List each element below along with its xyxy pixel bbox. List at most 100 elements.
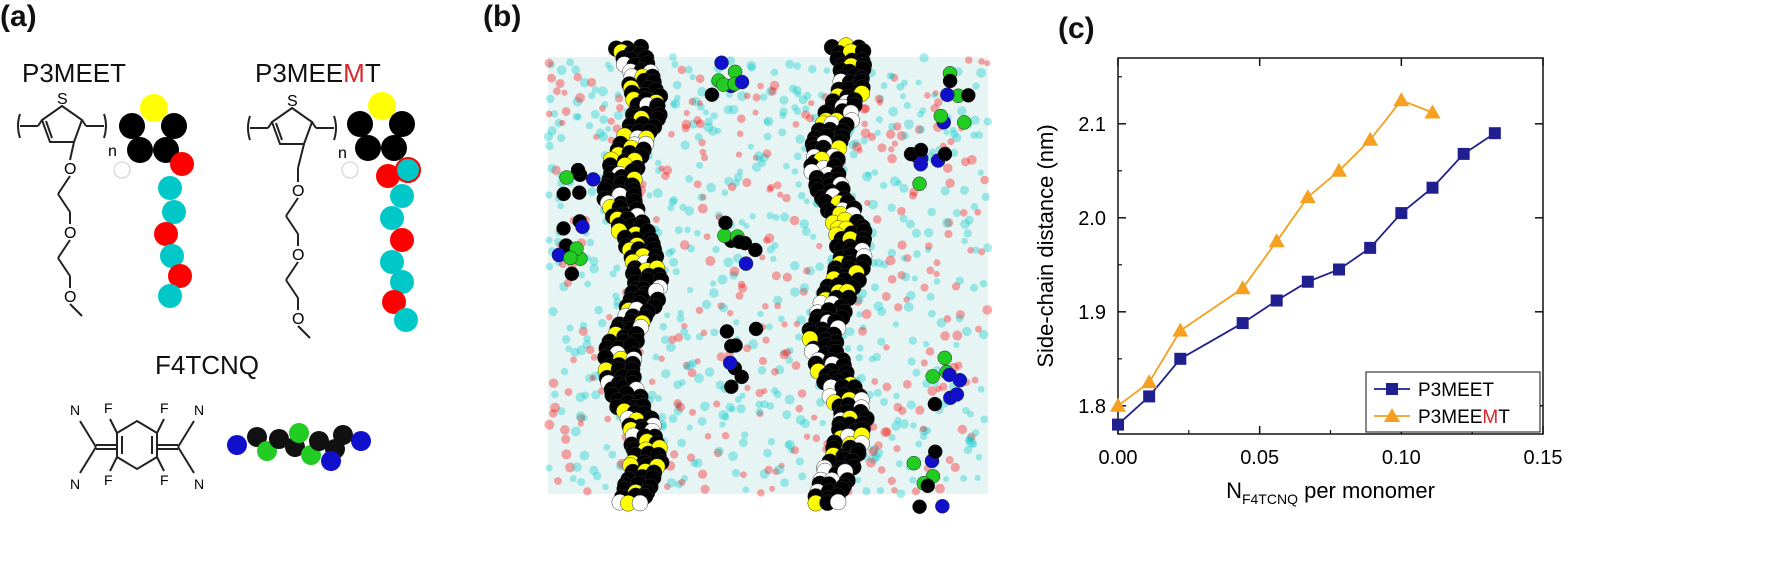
solvent-bead — [695, 306, 704, 315]
solvent-bead — [652, 216, 660, 224]
solvent-bead — [614, 91, 622, 99]
y-tick-label: 2.1 — [1078, 114, 1106, 136]
solvent-bead — [646, 192, 653, 199]
dopant-bead — [722, 355, 738, 371]
data-point — [1333, 263, 1345, 276]
solvent-bead — [766, 402, 775, 410]
solvent-bead — [784, 394, 795, 405]
solvent-bead — [848, 140, 858, 150]
solvent-bead — [766, 245, 775, 254]
dopant-bead — [912, 499, 927, 514]
solvent-bead — [943, 475, 950, 483]
solvent-bead — [795, 415, 806, 425]
solvent-bead — [979, 279, 988, 288]
solvent-bead — [564, 388, 573, 397]
data-point — [1362, 131, 1379, 146]
solvent-bead — [708, 126, 718, 136]
solvent-bead — [970, 283, 979, 292]
solvent-bead — [664, 312, 671, 319]
solvent-bead — [666, 477, 677, 488]
solvent-bead — [888, 106, 898, 117]
solvent-bead — [903, 302, 914, 312]
solvent-bead — [652, 353, 660, 361]
solvent-bead — [779, 349, 789, 360]
solvent-bead — [670, 99, 681, 109]
dopant-molecule — [933, 66, 976, 130]
solvent-bead — [712, 245, 720, 254]
solvent-bead — [899, 93, 906, 100]
dopant-molecule — [903, 142, 953, 192]
dopant-bead — [559, 170, 574, 185]
solvent-bead — [717, 274, 728, 285]
solvent-bead — [612, 292, 620, 301]
solvent-bead — [680, 140, 690, 150]
solvent-bead — [579, 321, 588, 330]
solvent-bead — [699, 148, 707, 156]
solvent-bead — [975, 325, 983, 333]
data-point — [1301, 275, 1314, 288]
solvent-bead — [877, 143, 887, 153]
solvent-bead — [891, 421, 901, 431]
dopant-bead — [563, 250, 578, 266]
solvent-bead — [763, 118, 771, 125]
solvent-bead — [927, 309, 936, 318]
dopant-bead — [935, 498, 950, 514]
solvent-bead — [738, 218, 746, 226]
solvent-bead — [789, 215, 800, 226]
solvent-bead — [613, 302, 621, 310]
dopant-bead — [906, 455, 922, 471]
solvent-bead — [593, 133, 600, 140]
solvent-bead — [868, 446, 878, 457]
dopant-bead — [704, 87, 720, 102]
solvent-bead — [857, 373, 866, 383]
solvent-bead — [579, 450, 590, 461]
solvent-bead — [544, 58, 554, 68]
solvent-bead — [735, 291, 744, 300]
solvent-bead — [871, 169, 879, 176]
solvent-bead — [668, 247, 676, 255]
solvent-bead — [919, 53, 929, 63]
solvent-bead — [957, 106, 967, 116]
dopant-bead — [585, 172, 601, 187]
solvent-bead — [697, 103, 705, 111]
solvent-bead — [589, 374, 597, 382]
solvent-bead — [606, 314, 613, 321]
solvent-bead — [668, 197, 677, 207]
solvent-bead — [960, 474, 968, 482]
solvent-bead — [545, 262, 554, 271]
solvent-bead — [889, 176, 900, 187]
solvent-bead — [788, 447, 795, 454]
solvent-bead — [967, 410, 974, 418]
solvent-bead — [683, 364, 691, 371]
solvent-bead — [754, 151, 764, 161]
polymer-chain — [596, 38, 670, 512]
solvent-bead — [741, 431, 749, 439]
solvent-bead — [752, 109, 759, 116]
solvent-bead — [915, 79, 922, 86]
solvent-bead — [686, 244, 695, 253]
solvent-bead — [755, 389, 764, 398]
solvent-bead — [737, 168, 744, 175]
solvent-bead — [786, 347, 794, 355]
solvent-bead — [545, 110, 553, 118]
solvent-bead — [668, 53, 677, 61]
solvent-bead — [780, 212, 790, 222]
solvent-bead — [856, 344, 864, 352]
solvent-bead — [892, 321, 900, 328]
solvent-bead — [688, 119, 698, 129]
solvent-bead — [583, 487, 592, 496]
solvent-bead — [733, 319, 740, 326]
solvent-bead — [742, 486, 750, 493]
solvent-bead — [802, 105, 810, 113]
solvent-bead — [885, 129, 896, 139]
solvent-bead — [671, 60, 679, 69]
solvent-bead — [784, 441, 792, 449]
solvent-bead — [819, 419, 826, 427]
solvent-bead — [916, 111, 924, 118]
solvent-bead — [668, 335, 677, 344]
series-p3meet — [1112, 127, 1501, 431]
solvent-bead — [970, 131, 978, 139]
solvent-bead — [762, 149, 772, 158]
solvent-bead — [925, 347, 935, 356]
solvent-bead — [961, 237, 968, 245]
